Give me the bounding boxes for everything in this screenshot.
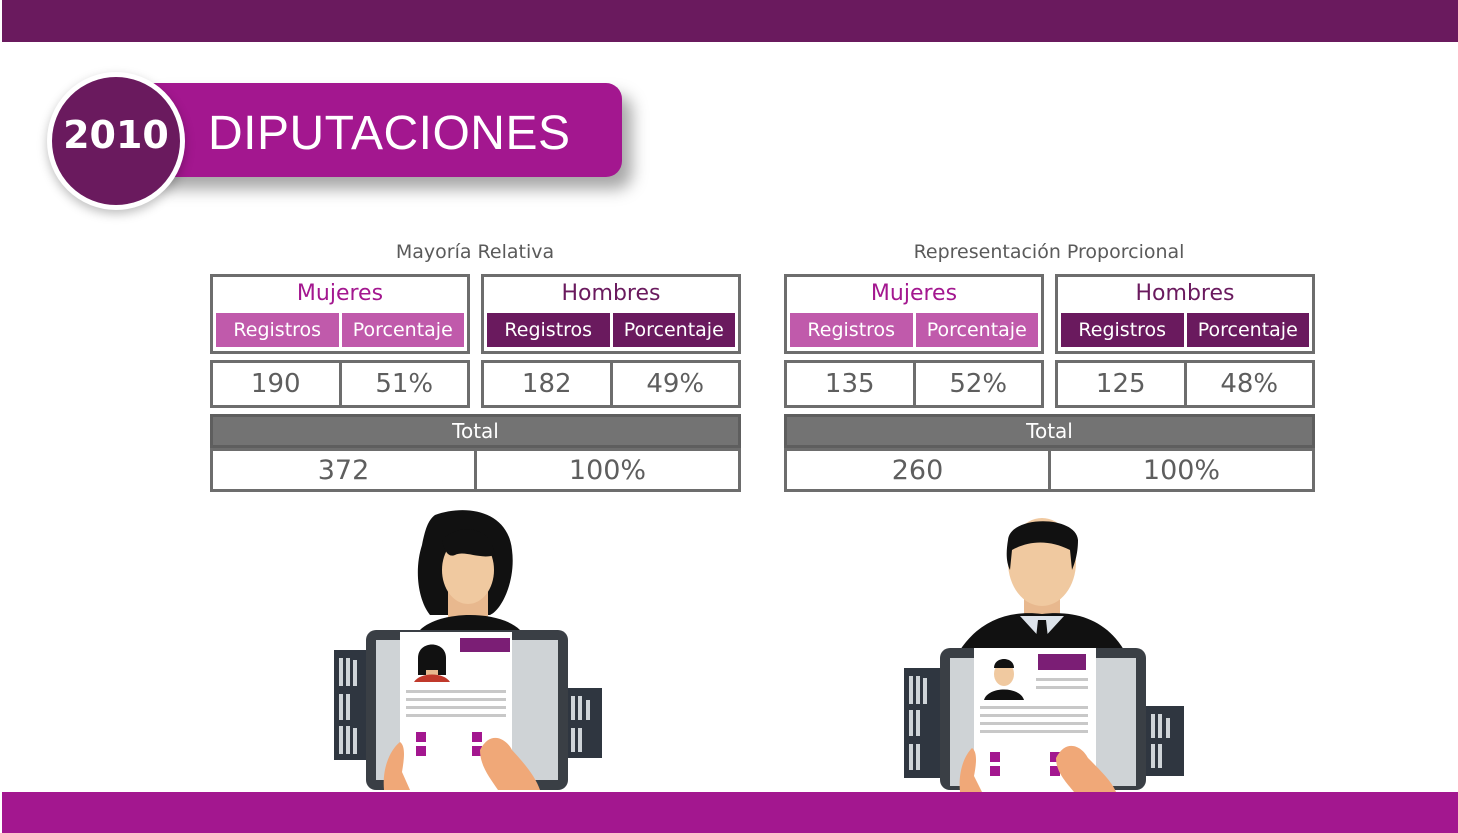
women-porcentaje-header: Porcentaje [915, 313, 1038, 347]
women-registros-header: Registros [216, 313, 339, 347]
men-registros-value: 182 [484, 363, 610, 405]
man-candidate-illustration [904, 518, 1184, 792]
page-title: DIPUTACIONES [208, 107, 571, 160]
women-porcentaje-value: 52% [912, 363, 1041, 405]
women-values-row: 190 51% [210, 360, 470, 408]
women-label: Mujeres [296, 281, 384, 306]
men-registros-header: Registros [487, 313, 610, 347]
women-registros-value: 190 [213, 363, 339, 405]
total-row: 372 100% [210, 448, 741, 492]
men-values-row: 125 48% [1055, 360, 1315, 408]
men-label: Hombres [561, 281, 661, 306]
men-label: Hombres [1135, 281, 1235, 306]
total-header: Total [210, 414, 741, 448]
women-registros-value: 135 [787, 363, 913, 405]
women-porcentaje-value: 51% [338, 363, 467, 405]
men-porcentaje-header: Porcentaje [1186, 313, 1309, 347]
women-header-box: Mujeres Registros Porcentaje [210, 274, 470, 354]
men-values-row: 182 49% [481, 360, 741, 408]
women-label: Mujeres [870, 281, 958, 306]
men-porcentaje-value: 49% [609, 363, 738, 405]
men-registros-value: 125 [1058, 363, 1184, 405]
total-row: 260 100% [784, 448, 1315, 492]
men-header-box: Hombres Registros Porcentaje [481, 274, 741, 354]
men-porcentaje-header: Porcentaje [612, 313, 735, 347]
year-label: 2010 [63, 113, 169, 157]
total-value: 260 [787, 451, 1048, 489]
women-header-box: Mujeres Registros Porcentaje [784, 274, 1044, 354]
title-banner [150, 83, 622, 177]
women-registros-header: Registros [790, 313, 913, 347]
section-title-representacion: Representación Proporcional [913, 241, 1185, 263]
men-header-box: Hombres Registros Porcentaje [1055, 274, 1315, 354]
total-header: Total [784, 414, 1315, 448]
woman-candidate-illustration [334, 510, 602, 792]
bottom-bar [2, 792, 1458, 833]
total-percent: 100% [474, 451, 738, 489]
women-porcentaje-header: Porcentaje [341, 313, 464, 347]
women-values-row: 135 52% [784, 360, 1044, 408]
total-value: 372 [213, 451, 474, 489]
section-title-mayoria: Mayoría Relativa [395, 241, 555, 263]
top-bar [2, 0, 1458, 42]
year-badge [47, 72, 185, 210]
men-porcentaje-value: 48% [1183, 363, 1312, 405]
total-percent: 100% [1048, 451, 1312, 489]
men-registros-header: Registros [1061, 313, 1184, 347]
